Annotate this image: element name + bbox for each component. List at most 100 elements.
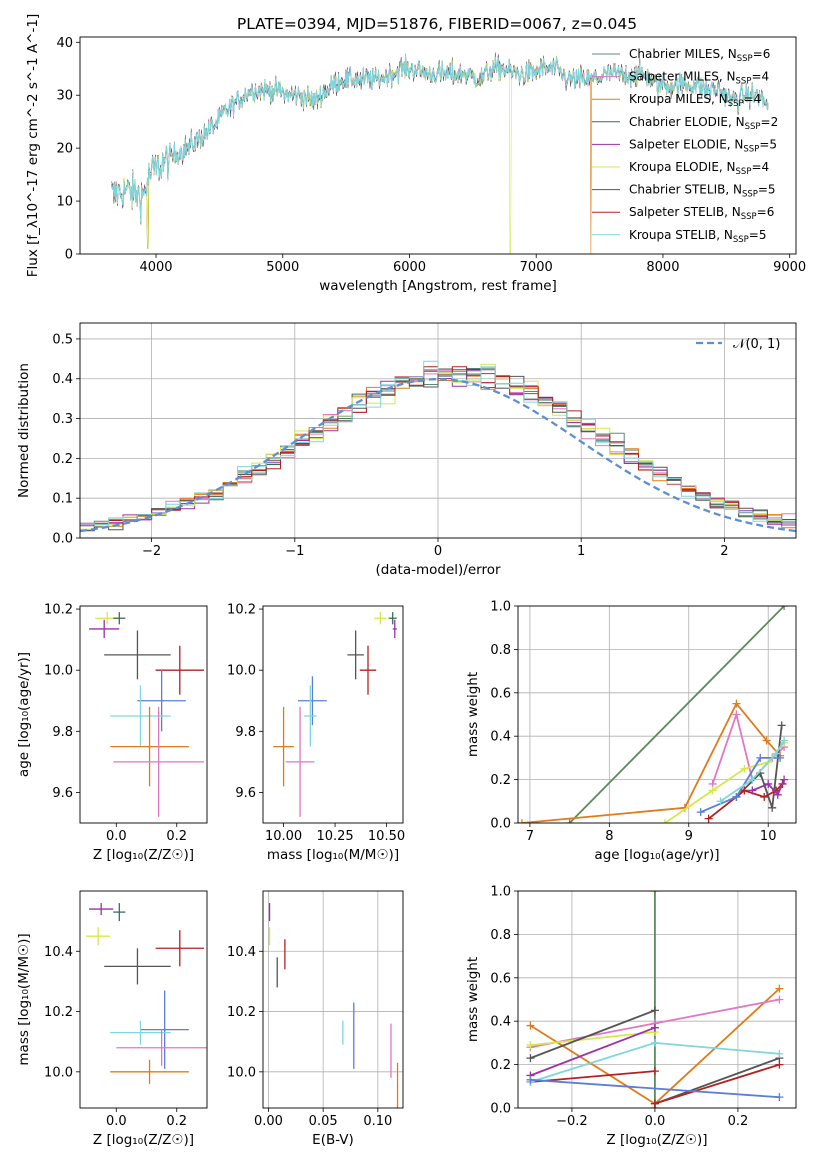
y-tick-label: 10.2 xyxy=(227,603,256,618)
plus-marker xyxy=(526,1054,535,1063)
errorbar-point xyxy=(359,645,377,695)
y-tick-label: 0.1 xyxy=(52,492,73,507)
x-tick-label: 0 xyxy=(434,544,442,559)
mass-weight-line xyxy=(654,1063,780,1105)
x-axis-label: (data-model)/error xyxy=(375,562,501,578)
y-tick-label: 10.0 xyxy=(227,1065,256,1080)
age_vs_Z-frame xyxy=(79,605,208,824)
y-axis-label: Normed distribution xyxy=(16,363,32,498)
plus-marker xyxy=(518,819,526,823)
plus-marker xyxy=(780,775,789,784)
y-tick-label: 0.8 xyxy=(490,928,511,943)
residuals-frame xyxy=(79,322,797,539)
mass-weight-line xyxy=(530,1009,656,1059)
x-tick-label: 9000 xyxy=(773,260,806,275)
plus-marker xyxy=(526,1075,535,1084)
x-axis-label: wavelength [Angstrom, rest frame] xyxy=(319,278,557,294)
panels: 4000 5000 6000 7000 8000 9000010203040wavelen… xyxy=(16,14,806,1148)
errorbar-point xyxy=(104,630,171,680)
plus-marker xyxy=(775,1093,784,1102)
plus-marker xyxy=(650,1067,659,1076)
y-axis-label: mass [log₁₀(M/M☉)] xyxy=(16,933,32,1065)
mass_weight_vs_Z-frame xyxy=(517,890,797,1109)
plus-marker xyxy=(732,710,741,719)
y-tick-label: 0.0 xyxy=(490,1102,511,1117)
x-tick-label: 10.50 xyxy=(368,829,405,844)
y-tick-label: 0.6 xyxy=(490,686,511,701)
errorbar-point xyxy=(113,903,126,922)
y-tick-label: 30 xyxy=(56,89,73,104)
mass-weight-line xyxy=(719,740,785,803)
y-tick-label: 0.4 xyxy=(52,372,73,387)
legend-label: Chabrier MILES, NSSP=6 xyxy=(629,47,770,64)
spectrum-line-kroupa-elodie xyxy=(111,55,769,254)
errorbar-point xyxy=(110,1059,189,1084)
errorbar-point xyxy=(392,619,397,639)
x-tick-label: 1 xyxy=(577,544,585,559)
errorbar-point xyxy=(89,903,114,916)
mass_vs_ebv-grid xyxy=(263,891,403,1108)
x-axis-label: age [log₁₀(age/yr)] xyxy=(594,847,719,863)
errorbar-point xyxy=(86,927,111,946)
plus-marker xyxy=(775,1060,784,1069)
legend-label: Salpeter STELIB, NSSP=6 xyxy=(629,205,774,222)
plus-marker xyxy=(780,606,789,610)
plus-marker xyxy=(732,792,741,801)
x-tick-label: 5000 xyxy=(266,260,299,275)
y-tick-label: 9.6 xyxy=(235,786,256,801)
plus-marker xyxy=(650,1023,659,1032)
x-tick-label: 0.0 xyxy=(645,1114,666,1129)
plus-marker xyxy=(740,764,749,773)
x-tick-label: 0.10 xyxy=(363,1114,392,1129)
spectrum-legend: Chabrier MILES, NSSP=6 Salpeter MILES, NS… xyxy=(592,47,778,245)
x-axis-label: Z [log₁₀(Z/Z☉)] xyxy=(93,1132,194,1148)
age_vs_mass-panel: 10.00 10.25 10.50 9.6 9.8 10.0 10.2 mass [log₁₀… xyxy=(227,603,405,863)
plus-marker xyxy=(775,984,784,993)
plus-marker xyxy=(773,790,782,799)
mass-weight-line xyxy=(530,1026,656,1077)
mass_vs_ebv-frame xyxy=(262,890,404,1109)
y-tick-label: 10.2 xyxy=(44,603,73,618)
y-tick-label: 0.2 xyxy=(490,773,511,788)
errorbar-point xyxy=(273,706,294,787)
x-axis-label: E(B-V) xyxy=(312,1132,354,1148)
x-tick-label: 0.2 xyxy=(166,829,187,844)
y-tick-label: 0.2 xyxy=(490,1058,511,1073)
gaussian-curve xyxy=(80,378,796,533)
x-tick-label: 0.05 xyxy=(309,1114,338,1129)
figure-title: PLATE=0394, MJD=51876, FIBERID=0067, z=0… xyxy=(237,15,637,33)
plus-marker xyxy=(756,753,765,762)
mass-weight-line xyxy=(530,1078,780,1099)
legend-label: Salpeter MILES, NSSP=4 xyxy=(629,70,769,87)
mass_vs_Z-panel: 0.0 0.2 10.0 10.2 10.4 Z [log₁₀(Z/Z☉)] mass [l… xyxy=(16,890,208,1148)
x-tick-label: 0.0 xyxy=(106,829,127,844)
x-tick-label: 10 xyxy=(760,829,777,844)
plus-marker xyxy=(650,1038,659,1047)
plus-marker xyxy=(650,1099,659,1108)
x-tick-label: 10.00 xyxy=(265,829,302,844)
y-tick-label: 9.8 xyxy=(52,725,73,740)
errorbar-point xyxy=(110,685,171,747)
y-tick-label: 10.2 xyxy=(44,1005,73,1020)
plus-marker xyxy=(732,699,741,708)
y-tick-label: 10.4 xyxy=(227,945,256,960)
errorbar-point xyxy=(137,670,186,732)
legend-label: Kroupa MILES, NSSP=4 xyxy=(629,92,761,109)
x-tick-label: 7000 xyxy=(520,260,553,275)
plus-marker xyxy=(764,779,773,788)
plus-marker xyxy=(704,814,713,823)
plus-marker xyxy=(716,797,725,806)
x-axis-label: Z [log₁₀(Z/Z☉)] xyxy=(93,847,194,863)
errorbar-point xyxy=(388,612,397,625)
x-tick-label: 9 xyxy=(685,829,693,844)
plus-marker xyxy=(775,1049,784,1058)
plus-marker xyxy=(565,819,574,823)
x-tick-label: −2 xyxy=(142,544,161,559)
y-tick-label: 9.6 xyxy=(52,786,73,801)
errorbar-point xyxy=(104,948,171,985)
y-tick-label: 0.3 xyxy=(52,412,73,427)
y-tick-label: 0.4 xyxy=(490,1015,511,1030)
x-axis-label: Z [log₁₀(Z/Z☉)] xyxy=(606,1132,707,1148)
y-tick-label: 9.8 xyxy=(235,725,256,740)
mass-weight-line xyxy=(530,1031,655,1046)
